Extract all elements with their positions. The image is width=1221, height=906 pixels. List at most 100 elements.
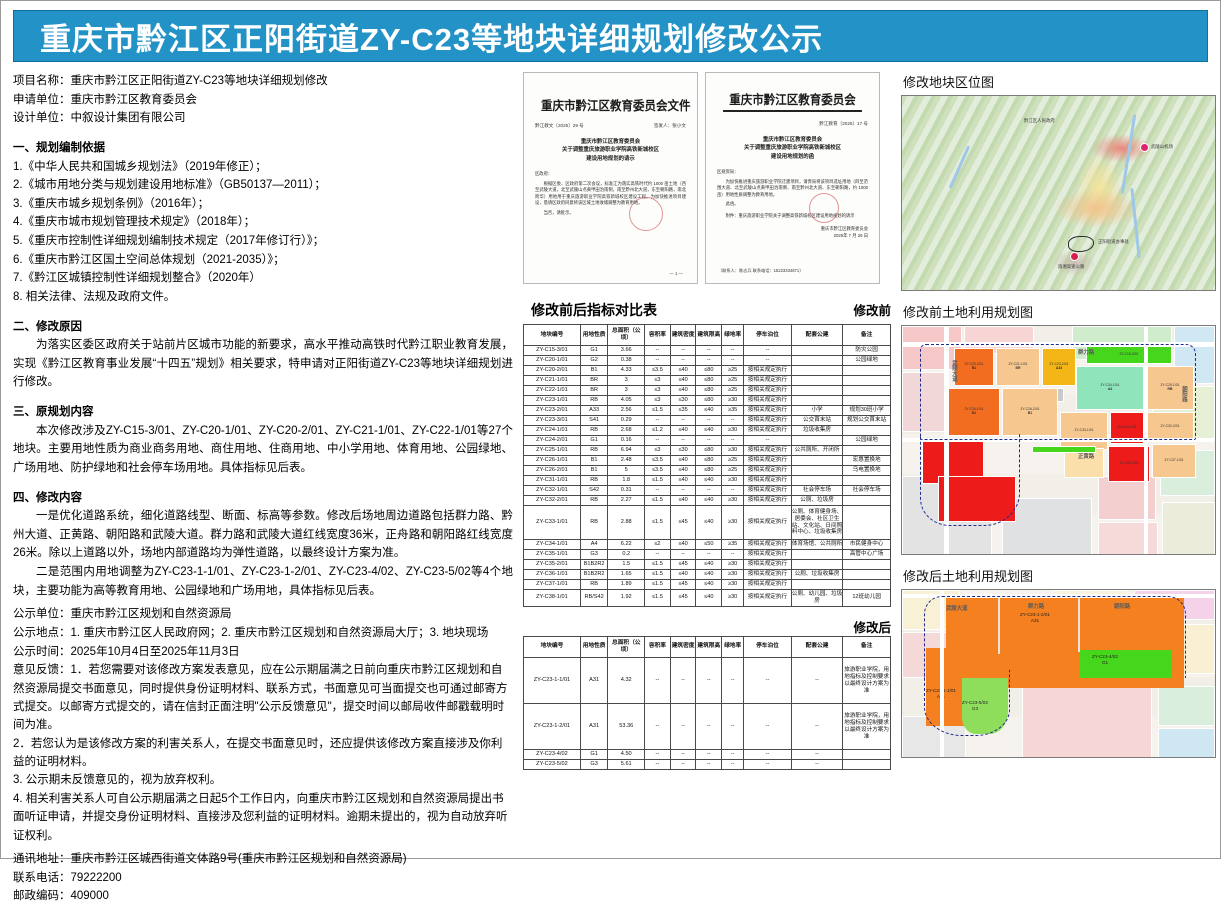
context-parcel <box>1022 686 1152 757</box>
table-cell: 按相关规定执行 <box>743 485 792 497</box>
table-cell: ≤80 <box>695 375 723 387</box>
parcel-use: G3 <box>971 705 979 711</box>
table-cell: A31 <box>579 703 609 751</box>
parcel-label-ZY-C23-4: ZY-C23-4/02 G1 <box>1092 654 1118 665</box>
table-cell <box>790 385 844 397</box>
table-cell: BR <box>579 375 609 387</box>
table-cell: ≥30 <box>721 495 745 506</box>
applicant-value: 重庆市黔江区教育委员会 <box>70 93 198 106</box>
table-cell <box>790 548 844 560</box>
table-cell: ZY-C22-1/01 <box>523 385 581 397</box>
parcel-ZY-C20-2-01[interactable]: ZY-C20-2/01 B1 <box>954 348 994 386</box>
table-cell: ≤3 <box>644 375 671 387</box>
table-after-header-row: 地块编号 用地性质 总面积（公顷） 容积率 建筑密度 建筑限高 绿地率 停车泊位… <box>523 635 891 659</box>
parcel-ZY-C26-1-01[interactable]: ZY-C26-1/01 B1 <box>948 388 1000 436</box>
scanned-document-2[interactable]: 重庆市黔江区教育委员会 黔江教育〔2025〕17 号 重庆市黔江区教育委员会 关… <box>705 72 880 284</box>
table-cell <box>790 345 844 357</box>
address-label: 通讯地址： <box>13 853 71 866</box>
table-cell <box>790 365 844 377</box>
table-cell: ≥35 <box>721 539 745 550</box>
table-cell: ZY-C32-2/01 <box>523 495 581 506</box>
parcel-ZY-C35-2-01-red[interactable]: ZY-C35-2/01 <box>1108 446 1150 482</box>
parcel-ZY-C23-4-02[interactable] <box>1080 650 1172 678</box>
table-row: ZY-C24-2/01 G1 0.16 -- -- -- -- -- 公园绿地 <box>523 435 891 447</box>
table-cell: A33 <box>579 405 609 417</box>
table-cell: ≥25 <box>721 365 745 377</box>
table-cell: 按相关规定执行 <box>743 375 792 387</box>
zip-label: 邮政编码： <box>13 890 71 903</box>
table-cell: -- <box>695 749 723 761</box>
feedback-item-2: 2．若您认为是该修改方案的利害关系人，在提交书面意见时，还应提供该修改方案直接涉… <box>13 737 503 769</box>
th2-height-limit: 建筑限高 <box>695 635 723 659</box>
th2-remark: 备注 <box>842 635 891 659</box>
section4-heading: 四、修改内容 <box>13 491 82 504</box>
table-cell: ≥30 <box>721 425 745 437</box>
table-cell: G2 <box>579 355 609 367</box>
parcel-ZY-C34-1-01[interactable]: ZY-C34-1/01 A4 <box>1076 366 1144 410</box>
table-cell: B1B2R2 <box>579 558 609 570</box>
table-cell: -- <box>644 345 671 357</box>
parcel-red-sw-2[interactable] <box>938 476 1016 522</box>
parcel-narrow-green[interactable] <box>1032 446 1096 453</box>
parcel-code: ZY-C20-2/01 <box>964 362 984 367</box>
parcel-ZY-C23-5-02[interactable] <box>962 678 1008 734</box>
parcel-use: BR <box>1015 366 1021 370</box>
table-cell: ≤1.5 <box>644 558 671 570</box>
road-name-chaoyang: 朝阳路 <box>1181 386 1187 403</box>
official-seal-icon-2 <box>809 193 839 223</box>
doc2-closing: 此函。 <box>725 201 739 207</box>
table-cell: ZY-C23-2/01 <box>523 405 581 417</box>
table-cell: ≤40 <box>669 385 697 397</box>
scanned-document-1[interactable]: 重庆市黔江区教育委员会文件 黔江教文〔2025〕29 号 签发人：张小文 重庆市… <box>523 72 698 284</box>
table-cell: -- <box>721 703 745 751</box>
comparison-table-title: 修改前后指标对比表 <box>531 302 657 318</box>
table-cell: B1B2R2 <box>579 568 609 580</box>
before-land-use-map[interactable]: ZY-C20-2/01 B1 ZY-C21-1/01 BR ZY-C23-2/0… <box>901 325 1216 555</box>
parcel-code: ZY-C34-1/01 <box>1100 383 1120 388</box>
table-cell: ≤45 <box>669 558 697 570</box>
location-label-airport: 武陵山机场 <box>1151 144 1173 149</box>
parcel-ZY-C26-2-01[interactable]: ZY-C26-2/01 B1 <box>1002 388 1058 436</box>
location-label-gov: 黔江区人民政府 <box>1024 118 1055 123</box>
notice-time-value: 2025年10月4日至2025年11月3日 <box>70 645 240 658</box>
parcel-ZY-C33-1-01[interactable]: ZY-C33-1/01 <box>1060 412 1108 450</box>
table-cell <box>790 455 844 467</box>
parcel-ZY-C15-3-01-green[interactable]: ZY-C15-3/01 <box>1086 346 1172 364</box>
parcel-ZY-C32-2-01[interactable]: ZY-C32-2/01 <box>1146 412 1194 442</box>
table-cell: 0.29 <box>607 415 646 427</box>
parcel-ZY-C23-2-01[interactable]: ZY-C23-2/01 A33 <box>1042 348 1076 386</box>
table-cell: 3.66 <box>607 345 646 357</box>
table-cell: ZY-C23-4/02 <box>523 749 581 761</box>
basis-item-1: 1.《中华人民共和国城乡规划法》（2019年修正）； <box>13 160 267 173</box>
parcel-code: ZY-C21-1/01 <box>1008 362 1028 367</box>
table-cell: RB <box>579 495 609 506</box>
table-cell: 4.32 <box>607 657 646 705</box>
parcel-ZY-C21-1-01[interactable]: ZY-C21-1/01 BR <box>996 348 1040 386</box>
location-label-highway: 渝湘高速公路 <box>1058 264 1085 269</box>
table-cell: ≤80 <box>695 385 723 397</box>
location-map[interactable]: 武陵山机场 黔江区人民政府 正阳街道办事处 渝湘高速公路 <box>901 95 1216 291</box>
table-cell: -- <box>695 345 723 357</box>
table-row: ZY-C20-2/01 B1 4.33 ≤3.5 ≤40 ≤80 ≥25 按相关规定执行 <box>523 365 891 377</box>
th-far: 容积率 <box>644 323 671 347</box>
table-cell: ZY-C23-1-2/01 <box>523 703 581 751</box>
table-cell: 2.88 <box>607 505 646 540</box>
table-cell: ≤50 <box>695 539 723 550</box>
table-after-body: ZY-C23-1-1/01 A31 4.32 -- -- -- -- -- -- 旅游职业学院，用… <box>523 657 891 771</box>
table-cell: RB <box>579 475 609 487</box>
table-cell: G3 <box>579 759 609 771</box>
phone-row: 联系电话：79222200 <box>13 869 513 888</box>
table-cell: -- <box>669 485 697 497</box>
parcel-code: ZY-C33-1/01 <box>1074 428 1094 433</box>
parcel-ZY-C37-1-01[interactable]: ZY-C37-1/01 <box>1152 444 1196 478</box>
table-cell: ZY-C23-1/01 <box>523 395 581 407</box>
table-cell: -- <box>644 703 671 751</box>
table-cell: ≥30 <box>721 578 745 590</box>
after-land-use-map[interactable]: ZY-C23-1-2/01 A31 ZY-C23-1-1/01 A31 ZY-C… <box>901 589 1216 758</box>
parcel-use: B1 <box>1027 411 1033 415</box>
table-cell: -- <box>695 548 723 560</box>
table-cell: 按相关规定执行 <box>743 425 792 437</box>
location-label-street: 正阳街道办事处 <box>1098 239 1129 244</box>
parcel-label-ZY-C23-1-2: ZY-C23-1-2/01 A31 <box>1020 612 1050 623</box>
parcel-code: ZY-C15-3/01 <box>1119 352 1139 357</box>
